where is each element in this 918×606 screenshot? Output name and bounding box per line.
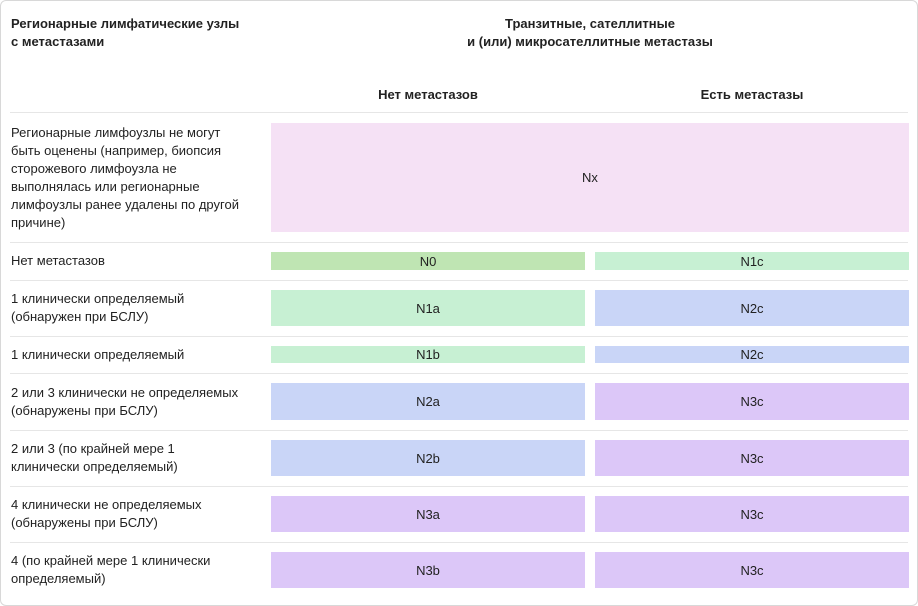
separator xyxy=(10,542,908,543)
separator xyxy=(10,486,908,487)
stage-cell: N2c xyxy=(595,346,909,363)
stage-cell: N3c xyxy=(595,383,909,420)
table-row: Нет метастазов N0 N1c xyxy=(1,242,917,280)
stage-cell: N2c xyxy=(595,290,909,326)
separator xyxy=(10,280,908,281)
separator xyxy=(10,336,908,337)
column-header: Есть метастазы xyxy=(700,87,804,102)
row-label: Нет метастазов xyxy=(11,253,105,268)
stage-cell: N1b xyxy=(271,346,585,363)
table-row: 1 клинически определяемый N1b N2c xyxy=(1,336,917,373)
row-label: 1 клинически определяемый (обнаружен при… xyxy=(11,291,185,324)
row-label: 2 или 3 клинически не определяемых (обна… xyxy=(11,384,239,418)
table-row: 2 или 3 клинически не определяемых (обна… xyxy=(1,373,917,430)
stage-cell: Nx xyxy=(271,123,909,232)
stage-cell: N3c xyxy=(595,552,909,588)
stage-cell: N2a xyxy=(271,383,585,420)
row-label: 4 клинически не определяемых (обнаружены… xyxy=(11,497,202,530)
stage-cell: N1c xyxy=(595,252,909,270)
table-row: Регионарные лимфоузлы не могут быть оцен… xyxy=(1,113,917,242)
table-row: 4 клинически не определяемых (обнаружены… xyxy=(1,486,917,542)
stage-cell: N3c xyxy=(595,440,909,476)
separator xyxy=(10,112,908,113)
center-header: Транзитные, сателлитные и (или) микросат… xyxy=(467,16,713,49)
stage-cell: N3b xyxy=(271,552,585,588)
table-row: 1 клинически определяемый (обнаружен при… xyxy=(1,280,917,336)
row-label: 2 или 3 (по крайней мере 1 клинически оп… xyxy=(11,441,178,474)
separator xyxy=(10,373,908,374)
row-label: 1 клинически определяемый xyxy=(11,346,185,362)
column-header: Нет метастазов xyxy=(378,87,478,102)
separator xyxy=(10,242,908,243)
table-row: 2 или 3 (по крайней мере 1 клинически оп… xyxy=(1,430,917,486)
stage-cell: N3a xyxy=(271,496,585,532)
stage-cell: N3c xyxy=(595,496,909,532)
separator xyxy=(10,430,908,431)
stage-cell: N2b xyxy=(271,440,585,476)
row-label: 4 (по крайней мере 1 клинически определя… xyxy=(11,553,211,586)
table-row: 4 (по крайней мере 1 клинически определя… xyxy=(1,542,917,598)
stage-cell: N0 xyxy=(271,252,585,270)
row-label: Регионарные лимфоузлы не могут быть оцен… xyxy=(11,124,239,230)
left-header: Регионарные лимфатические узлы с метаста… xyxy=(11,16,240,49)
stage-cell: N1a xyxy=(271,290,585,326)
